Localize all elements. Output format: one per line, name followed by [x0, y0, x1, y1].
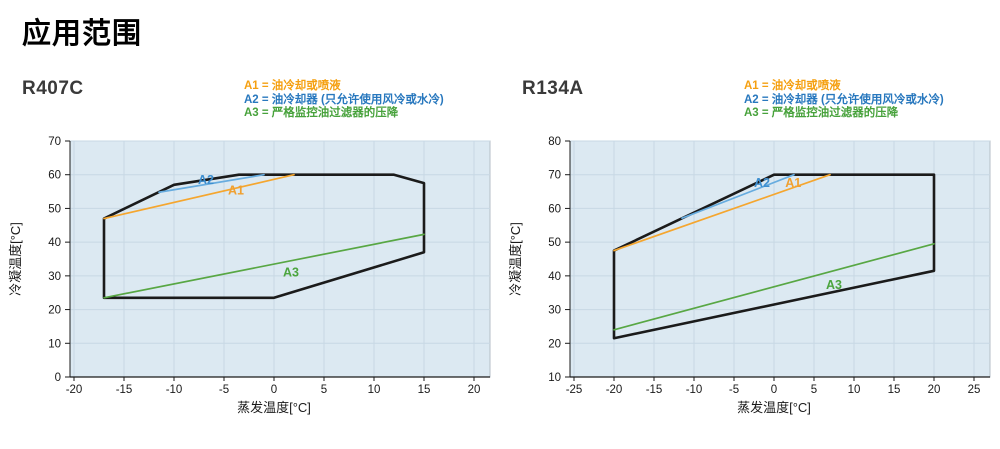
- x-tick-label: 5: [321, 384, 327, 396]
- series-line-a1: [103, 173, 295, 220]
- x-tick-label: 10: [848, 384, 861, 396]
- series-line-a3: [613, 242, 935, 331]
- chart-legend: A1 = 油冷却或喷液 A2 = 油冷却器 (只允许使用风冷或水冷) A3 = 严格…: [744, 80, 944, 121]
- x-tick-label: 15: [418, 384, 431, 396]
- y-axis-title: 冷凝温度[°C]: [508, 222, 523, 296]
- x-tick-label: -5: [729, 384, 739, 396]
- y-tick-label: 20: [48, 305, 61, 317]
- legend-item-a3: A3 = 严格监控油过滤器的压降: [244, 107, 399, 119]
- plot-area: [69, 140, 491, 378]
- x-tick-label: -15: [116, 384, 133, 396]
- x-tick-label: 0: [271, 384, 277, 396]
- x-tick-label: 20: [468, 384, 481, 396]
- x-tick-label: 15: [888, 384, 901, 396]
- y-tick-label: 60: [48, 170, 61, 182]
- y-tick-label: 70: [48, 136, 61, 148]
- series-label-a1: A1: [228, 184, 244, 198]
- x-tick-label: 20: [928, 384, 941, 396]
- y-tick-label: 30: [548, 305, 561, 317]
- x-tick-label: -5: [219, 384, 229, 396]
- y-tick-label: 50: [48, 203, 61, 215]
- charts-row: R407C A1 = 油冷却或喷液 A2 = 油冷却器 (只允许使用风冷或水冷) A…: [0, 77, 1000, 449]
- x-tick-label: -15: [646, 384, 663, 396]
- y-tick-label: 70: [548, 170, 561, 182]
- x-tick-label: -25: [566, 384, 583, 396]
- operating-envelope: [612, 173, 936, 340]
- page-title: 应用范围: [22, 18, 143, 50]
- legend-item-a1: A1 = 油冷却或喷液: [744, 80, 841, 92]
- x-tick-label: 5: [811, 384, 817, 396]
- series-label-a1: A1: [785, 176, 801, 190]
- y-tick-label: 30: [48, 271, 61, 283]
- legend-item-a1: A1 = 油冷却或喷液: [244, 80, 341, 92]
- legend-item-a2: A2 = 油冷却器 (只允许使用风冷或水冷): [244, 93, 444, 106]
- legend-item-a3: A3 = 严格监控油过滤器的压降: [744, 107, 899, 119]
- x-tick-label: -10: [686, 384, 703, 396]
- series-line-a3: [103, 233, 425, 299]
- y-tick-label: 10: [48, 338, 61, 350]
- y-tick-label: 50: [548, 237, 561, 249]
- series-label-a3: A3: [283, 265, 299, 279]
- x-axis-title: 蒸发温度[°C]: [237, 400, 311, 415]
- x-tick-label: -20: [66, 384, 83, 396]
- legend-item-a2: A2 = 油冷却器 (只允许使用风冷或水冷): [744, 93, 944, 106]
- x-tick-label: -10: [166, 384, 183, 396]
- y-tick-label: 0: [55, 372, 61, 384]
- x-tick-label: -20: [606, 384, 623, 396]
- series-label-a2: A2: [198, 173, 214, 187]
- x-tick-label: 0: [771, 384, 777, 396]
- series-line-a1: [613, 173, 831, 252]
- application-range-chart-r407c: -20 -15 -10 -5 0 5 10 15 20 0 10 20 30 40 50 60 70 A1 A2 A3…: [8, 136, 491, 415]
- y-tick-label: 10: [548, 372, 561, 384]
- x-axis-title: 蒸发温度[°C]: [737, 400, 811, 415]
- operating-envelope: [102, 173, 426, 300]
- y-tick-label: 80: [548, 136, 561, 148]
- y-axis-title: 冷凝温度[°C]: [8, 222, 23, 296]
- chart-legend: A1 = 油冷却或喷液 A2 = 油冷却器 (只允许使用风冷或水冷) A3 = 严格…: [244, 80, 444, 121]
- series-label-a3: A3: [826, 278, 842, 292]
- y-tick-label: 40: [48, 237, 61, 249]
- series-line-a2: [681, 173, 795, 220]
- plot-area: [569, 140, 991, 378]
- x-tick-label: 25: [968, 384, 981, 396]
- chart-panel-r407c: R407C A1 = 油冷却或喷液 A2 = 油冷却器 (只允许使用风冷或水冷) A…: [0, 77, 500, 449]
- series-line-a2: [158, 173, 265, 194]
- chart-panel-r134a: R134A A1 = 油冷却或喷液 A2 = 油冷却器 (只允许使用风冷或水冷) A…: [500, 77, 1000, 449]
- refrigerant-label: R407C: [22, 78, 84, 99]
- application-range-chart-r134a: -25 -20 -15 -10 -5 0 5 10 15 20 25 10 20 30 40 50 60 70 80…: [508, 136, 991, 415]
- series-label-a2: A2: [754, 176, 770, 190]
- y-tick-label: 40: [548, 271, 561, 283]
- x-tick-label: 10: [368, 384, 381, 396]
- y-tick-label: 20: [548, 338, 561, 350]
- refrigerant-label: R134A: [522, 78, 584, 99]
- y-tick-label: 60: [548, 203, 561, 215]
